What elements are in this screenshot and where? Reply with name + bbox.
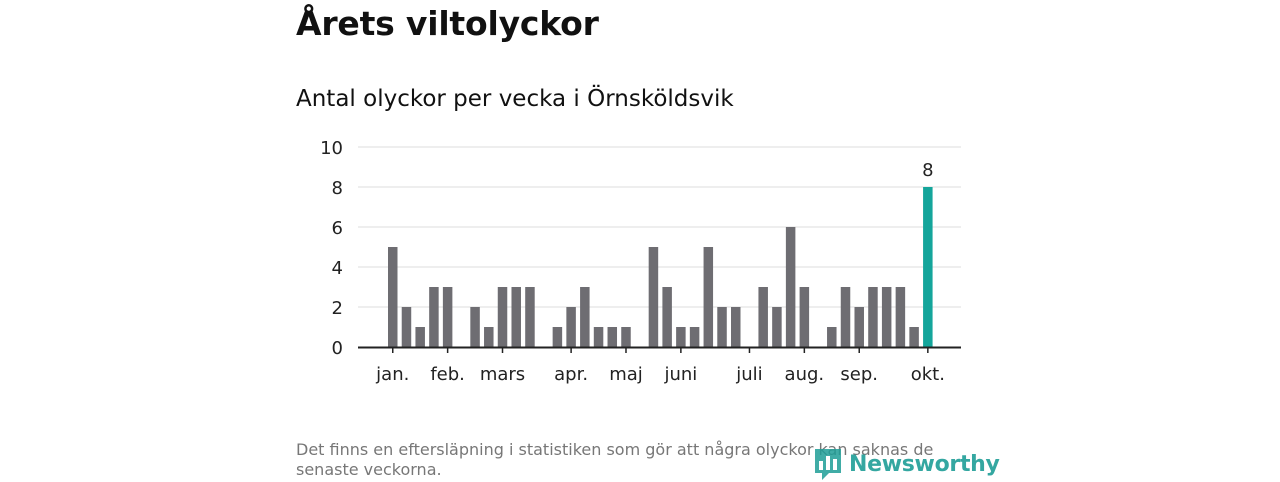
x-tick-label: jan. [375,364,409,385]
bar [429,287,439,347]
x-tick-label: juni [663,364,697,385]
bar [442,287,453,347]
bar [415,327,425,347]
x-axis: jan. feb. mars apr. maj juni juli aug. sep. okt. [358,346,961,385]
bar-highlighted [923,187,933,347]
y-tick-label: 10 [320,138,343,159]
x-tick-label: mars [480,364,525,385]
bar [689,327,700,347]
bar [772,307,782,347]
bar [895,287,906,347]
footnote: Det finns en eftersläpning i statistiken… [296,440,934,479]
y-tick-label: 2 [332,298,343,319]
bar [827,327,837,347]
chart-title: Antal olyckor per vecka i Örnsköldsvik [296,86,734,112]
x-tick-label: apr. [554,364,588,385]
bar [881,287,892,347]
bar [868,287,878,347]
bars [388,187,933,347]
bar [785,227,796,347]
bar [840,287,851,347]
y-tick-label: 6 [332,218,343,239]
y-tick-label: 0 [332,338,343,359]
bar [388,247,398,347]
bar [566,307,576,347]
newsworthy-logo: Newsworthy [813,446,1000,482]
x-tick-label: maj [609,364,643,385]
bar-chart: 0 2 4 6 8 10 jan. feb. mars apr. maj juni juli aug. s… [320,138,961,385]
data-label: 8 [922,160,933,181]
newsworthy-logo-icon [815,449,841,480]
bar [621,327,631,347]
bar [593,327,604,347]
y-tick-label: 4 [332,258,343,279]
bar [703,247,714,347]
bar [470,307,480,347]
bar [676,327,686,347]
bar [909,327,919,347]
bar [497,287,508,347]
x-tick-label: okt. [911,364,945,385]
bar [662,287,672,347]
bar [580,287,590,347]
page-title: Årets viltolyckor [296,4,599,43]
bar [511,287,521,347]
bar [525,287,535,347]
x-tick-label: juli [735,364,762,385]
bar [401,307,412,347]
y-tick-label: 8 [332,178,343,199]
x-tick-label: sep. [840,364,878,385]
x-tick-label: aug. [785,364,825,385]
bar [799,287,810,347]
bar [648,247,659,347]
bar [854,307,864,347]
bar [717,307,727,347]
brand-name: Newsworthy [849,451,1000,477]
bar [607,327,618,347]
x-tick-label: feb. [430,364,465,385]
y-axis: 0 2 4 6 8 10 [320,138,343,359]
bar [552,327,563,347]
bar [731,307,741,347]
data-labels: 8 [922,160,933,181]
gridlines [358,146,961,308]
bar [758,287,768,347]
bar [484,327,494,347]
